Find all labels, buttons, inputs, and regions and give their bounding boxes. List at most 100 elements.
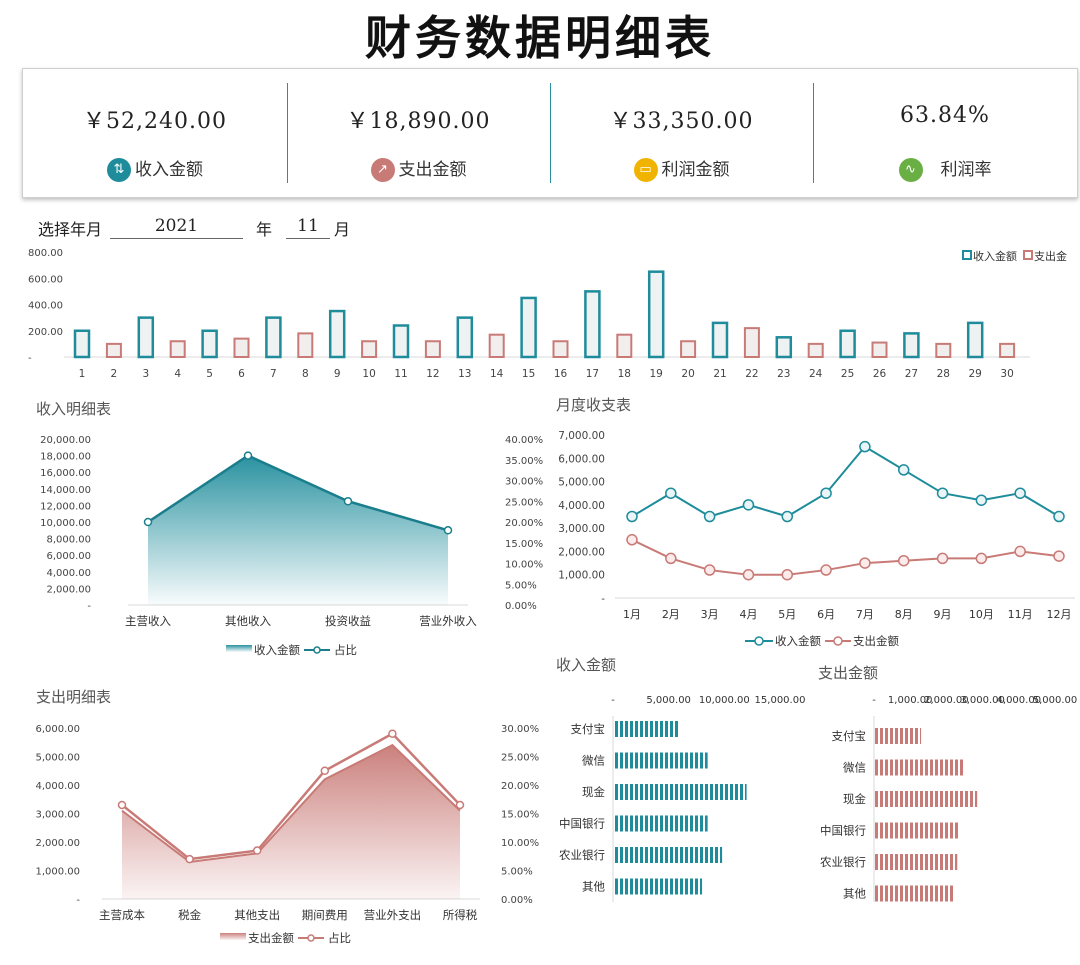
point-ratio (388, 729, 397, 738)
y-tick-label: 200.00 (28, 327, 63, 338)
kpi-margin-value: 63.84% (900, 103, 990, 128)
point-ratio (443, 526, 453, 535)
point-income (820, 487, 832, 499)
x-tick-label: 15 (522, 368, 535, 380)
point-ratio (243, 451, 253, 460)
x-tick-label: 1,000.00 (888, 695, 933, 706)
bar-income (647, 270, 665, 359)
x-tick-label: 10 (362, 368, 375, 380)
month-unit-label: 月 (334, 220, 351, 239)
bar-income (903, 332, 920, 359)
point-ratio (143, 517, 153, 527)
y-tick-right: 10.00% (501, 838, 539, 849)
month-input[interactable] (286, 214, 330, 239)
x-tick-label: 主营收入 (125, 614, 171, 628)
point-expense (859, 557, 871, 569)
y-tick-label: 支付宝 (832, 729, 867, 743)
y-tick-label: 2,000.00 (558, 546, 605, 558)
line-ratio (147, 454, 449, 532)
legend-label-ratio: 占比 (334, 643, 357, 657)
y-tick-label: 1,000.00 (558, 570, 605, 582)
y-tick-left: - (87, 601, 91, 612)
x-tick-label: 19 (650, 368, 663, 380)
bar-income (966, 321, 984, 359)
kpi-expense-label: 支出金额 (398, 160, 467, 180)
y-tick-left: 18,000.00 (40, 452, 91, 463)
y-tick-left: 14,000.00 (40, 485, 91, 496)
y-tick-label: 400.00 (28, 301, 63, 312)
kpi-income: ￥52,240.00 ⇅ 收入金额 (23, 69, 287, 197)
kpi-profit-label: 利润金额 (661, 160, 730, 180)
x-tick-label: 22 (745, 368, 758, 380)
bar-account (874, 791, 978, 807)
x-tick-label: 8月 (895, 608, 913, 621)
kpi-divider (550, 83, 551, 183)
bar-account (874, 822, 960, 839)
x-tick-label: 所得税 (443, 908, 478, 922)
x-tick-label: 20 (681, 368, 694, 380)
y-tick-left: 20,000.00 (40, 435, 91, 446)
bar-expense (680, 340, 697, 358)
bar-expense (169, 340, 186, 358)
y-tick-right: 30.00% (501, 724, 539, 735)
kpi-panel: ￥52,240.00 ⇅ 收入金额 ￥18,890.00 ↗ 支出金额 ￥33,35… (22, 68, 1078, 198)
y-tick-right: 40.00% (505, 435, 543, 446)
bar-expense (361, 340, 378, 358)
bar-expense (488, 333, 505, 358)
point-income (626, 510, 638, 523)
x-tick-label: 12 (426, 368, 439, 380)
x-tick-label: 13 (458, 368, 471, 380)
bar-account (613, 752, 708, 769)
y-tick-right: 25.00% (501, 753, 539, 764)
bar-expense (871, 341, 888, 358)
point-expense (703, 564, 716, 576)
point-income (1014, 487, 1026, 499)
y-tick-label: 600.00 (28, 274, 63, 285)
y-tick-label: - (601, 593, 605, 605)
expense-detail-title: 支出明细表 (36, 688, 112, 706)
x-tick-label: 11月 (1008, 608, 1033, 621)
bar-expense (616, 333, 633, 358)
income-account-title: 收入金额 (556, 656, 617, 674)
page-title: 财务数据明细表 (365, 11, 715, 65)
kpi-expense-value: ￥18,890.00 (346, 109, 491, 134)
point-income (742, 499, 755, 511)
bar-account (874, 759, 965, 776)
point-ratio (455, 800, 465, 810)
y-tick-label: 农业银行 (559, 848, 605, 862)
legend-label-ratio: 占比 (328, 931, 351, 945)
bar-expense (297, 332, 314, 358)
kpi-income-label: 收入金额 (135, 160, 203, 180)
legend-label-expense: 支出金 (1034, 249, 1067, 263)
monitor-icon: ▭ (633, 158, 658, 182)
bar-income (265, 316, 282, 359)
bar-expense (105, 342, 122, 358)
bar-expense (233, 337, 250, 358)
point-ratio (343, 497, 353, 506)
y-tick-label: 4,000.00 (558, 500, 605, 512)
point-income (781, 510, 794, 523)
point-expense (820, 564, 832, 576)
year-input[interactable] (110, 214, 243, 239)
point-expense (1014, 545, 1026, 558)
kpi-income-value: ￥52,240.00 (83, 109, 227, 134)
bar-income (137, 316, 155, 359)
bar-account (613, 784, 747, 800)
x-tick-label: 3月 (701, 608, 719, 621)
x-tick-label: 9月 (934, 608, 952, 621)
y-tick-right: 25.00% (505, 497, 543, 508)
x-tick-label: 4,000.00 (997, 695, 1042, 706)
bar-expense (743, 327, 760, 358)
point-expense (781, 568, 794, 581)
y-tick-left: 4,000.00 (46, 568, 91, 579)
line-expense (631, 538, 1060, 576)
legend-marker-expense (833, 636, 843, 646)
point-expense (1053, 550, 1065, 562)
x-tick-label: 8 (302, 368, 309, 380)
legend-marker-ratio (313, 646, 321, 654)
bar-account (874, 885, 954, 902)
kpi-profit: ￥33,350.00 ▭ 利润金额 (550, 69, 813, 197)
y-tick-label: - (28, 353, 32, 364)
bar-income (775, 336, 793, 359)
x-tick-label: 5月 (778, 608, 796, 621)
